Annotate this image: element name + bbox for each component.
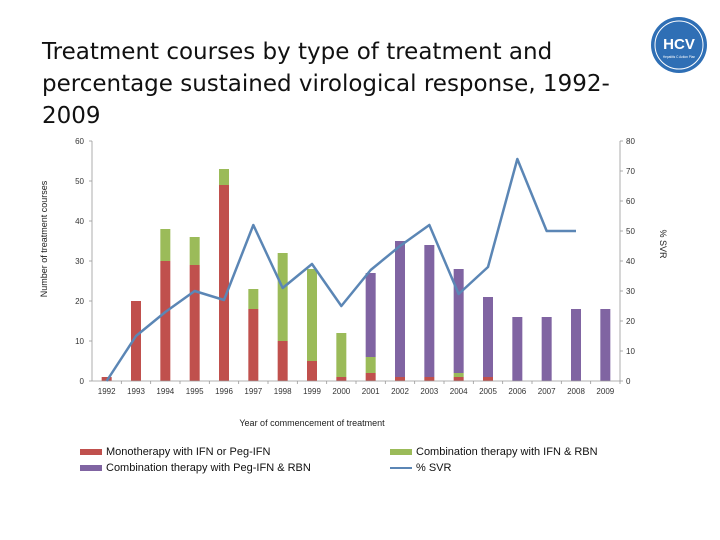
x-tick-label-1998: 1998 [274, 387, 292, 396]
x-axis-title: Year of commencement of treatment [239, 418, 385, 428]
y-axis-title: Number of treatment courses [39, 180, 49, 297]
bar-1998-series-0 [277, 341, 288, 381]
x-tick-label-2000: 2000 [332, 387, 350, 396]
bar-1995-series-0 [189, 265, 200, 381]
x-tick-label-2006: 2006 [508, 387, 526, 396]
x-tick-label-2005: 2005 [479, 387, 497, 396]
legend-item-monotherapy: Monotherapy with IFN or Peg-IFN [80, 446, 270, 458]
y-tick-label-40: 40 [75, 217, 84, 226]
legend-swatch-monotherapy [80, 449, 102, 455]
y-tick-label-20: 20 [75, 297, 84, 306]
x-tick-label-1996: 1996 [215, 387, 233, 396]
legend-swatch-peg-rbn [80, 465, 102, 471]
bar-2009-series-2 [600, 309, 611, 381]
y-right-tick-label-0: 0 [626, 377, 631, 386]
bar-2003-series-0 [424, 377, 435, 381]
legend-swatch-ifn-rbn [390, 449, 412, 455]
bar-2002-series-0 [395, 377, 405, 381]
y-tick-label-60: 60 [75, 137, 84, 146]
legend-swatch-svr [390, 467, 412, 469]
bar-2001-series-2 [365, 273, 376, 357]
svr-line-group [105, 157, 576, 382]
x-tick-label-2003: 2003 [420, 387, 438, 396]
x-tick-label-1999: 1999 [303, 387, 321, 396]
bar-2000-series-1 [336, 333, 347, 377]
logo-text: HCV [663, 36, 695, 53]
bar-2000-series-0 [336, 377, 347, 381]
bar-2007-series-2 [541, 317, 552, 381]
bar-2001-series-0 [365, 373, 376, 381]
bar-2001-series-1 [365, 357, 376, 373]
logo-ring [654, 20, 704, 70]
bar-1997-series-0 [248, 309, 259, 381]
y-right-tick-label-40: 40 [626, 257, 635, 266]
bar-1999-series-0 [307, 361, 317, 381]
x-tick-label-2004: 2004 [450, 387, 468, 396]
x-tick-label-2002: 2002 [391, 387, 409, 396]
bar-2005-series-2 [483, 297, 493, 377]
y-right-tick-label-30: 30 [626, 287, 635, 296]
y-right-tick-label-20: 20 [626, 317, 635, 326]
y-tick-label-10: 10 [75, 337, 84, 346]
x-tick-label-1993: 1993 [127, 387, 145, 396]
x-tick-label-2001: 2001 [362, 387, 380, 396]
legend-label-ifn-rbn: Combination therapy with IFN & RBN [416, 446, 598, 458]
x-tick-label-1992: 1992 [98, 387, 116, 396]
legend-label-monotherapy: Monotherapy with IFN or Peg-IFN [106, 446, 271, 458]
bar-2004-series-1 [453, 373, 464, 377]
bar-2004-series-2 [453, 269, 464, 373]
bar-2003-series-2 [424, 245, 435, 377]
x-tick-label-2007: 2007 [538, 387, 556, 396]
legend-label-peg-rbn: Combination therapy with Peg-IFN & RBN [106, 462, 311, 474]
hcv-logo: HCV Hepatitis C Action Plan [651, 17, 707, 73]
bars-group [101, 169, 611, 381]
bar-1996-series-0 [219, 185, 229, 381]
legend-item-svr: % SVR [390, 462, 451, 474]
y-right-tick-label-80: 80 [626, 137, 635, 146]
bar-1997-series-1 [248, 289, 259, 309]
bar-1995-series-1 [189, 237, 200, 265]
svr-line [105, 157, 576, 382]
x-tick-label-1995: 1995 [186, 387, 204, 396]
y-right-tick-label-60: 60 [626, 197, 635, 206]
x-tick-label-2008: 2008 [567, 387, 585, 396]
legend-label-svr: % SVR [416, 462, 452, 474]
page-title: Treatment courses by type of treatment a… [42, 39, 610, 129]
legend-item-ifn-rbn: Combination therapy with IFN & RBN [390, 446, 598, 458]
bar-1994-series-1 [160, 229, 171, 261]
axes-group: 0 10 20 30 40 50 60 0 10 20 30 40 50 60 70 80 1992 1993 19… [75, 137, 635, 396]
x-tick-label-1994: 1994 [156, 387, 174, 396]
y-tick-label-30: 30 [75, 257, 84, 266]
logo-circle [651, 17, 707, 73]
bar-1994-series-0 [160, 261, 171, 381]
y-right-tick-label-70: 70 [626, 167, 635, 176]
y-axis-right-title: % SVR [658, 229, 668, 259]
bar-2006-series-2 [512, 317, 523, 381]
x-tick-label-1997: 1997 [244, 387, 262, 396]
x-tick-label-2009: 2009 [596, 387, 614, 396]
logo-subtext: Hepatitis C Action Plan [663, 55, 696, 59]
bar-1993-series-0 [131, 301, 141, 381]
legend-item-peg-rbn: Combination therapy with Peg-IFN & RBN [80, 462, 311, 474]
y-tick-label-50: 50 [75, 177, 84, 186]
bar-2002-series-2 [395, 241, 405, 377]
y-right-tick-label-10: 10 [626, 347, 635, 356]
bar-2008-series-2 [571, 309, 581, 381]
bar-2004-series-0 [453, 377, 464, 381]
bar-2005-series-0 [483, 377, 493, 381]
bar-1996-series-1 [219, 169, 229, 185]
bar-1999-series-1 [307, 269, 317, 361]
y-right-tick-label-50: 50 [626, 227, 635, 236]
bar-1998-series-1 [277, 253, 288, 341]
y-tick-label-0: 0 [80, 377, 85, 386]
